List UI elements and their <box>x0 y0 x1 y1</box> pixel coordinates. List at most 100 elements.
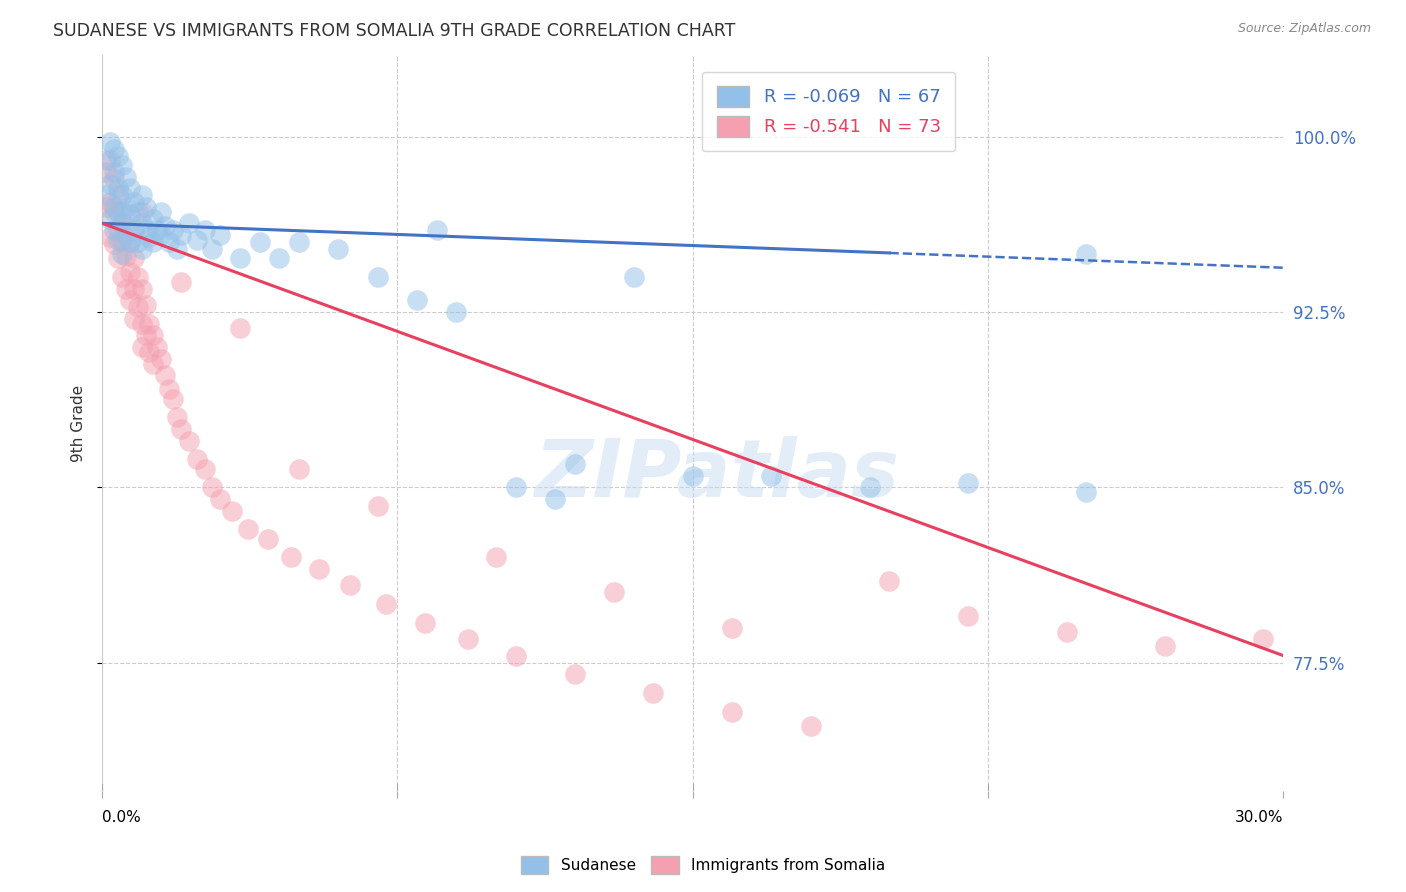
Point <box>367 270 389 285</box>
Point <box>170 275 193 289</box>
Point <box>761 468 783 483</box>
Point <box>103 142 125 156</box>
Point <box>142 328 165 343</box>
Point <box>308 562 330 576</box>
Point <box>118 265 141 279</box>
Point <box>94 153 117 168</box>
Point <box>138 317 160 331</box>
Point <box>111 270 134 285</box>
Point <box>122 195 145 210</box>
Point <box>339 578 361 592</box>
Point <box>256 532 278 546</box>
Point <box>1253 632 1275 647</box>
Point <box>127 235 149 249</box>
Point <box>98 177 121 191</box>
Point <box>114 200 136 214</box>
Point <box>107 233 129 247</box>
Point <box>209 491 232 506</box>
Point <box>111 246 134 260</box>
Point <box>142 357 165 371</box>
Point <box>1076 485 1098 500</box>
Point <box>446 305 468 319</box>
Point <box>186 452 208 467</box>
Point <box>146 223 169 237</box>
Point <box>186 233 208 247</box>
Point <box>150 204 173 219</box>
Point <box>94 200 117 214</box>
Point <box>122 223 145 237</box>
Point <box>209 227 232 242</box>
Legend: Sudanese, Immigrants from Somalia: Sudanese, Immigrants from Somalia <box>515 850 891 880</box>
Point <box>170 422 193 436</box>
Point <box>201 480 224 494</box>
Point <box>118 235 141 249</box>
Point <box>131 188 153 202</box>
Point <box>201 242 224 256</box>
Point <box>131 216 153 230</box>
Point <box>134 200 156 214</box>
Point <box>107 181 129 195</box>
Point <box>103 200 125 214</box>
Point <box>269 252 291 266</box>
Point <box>193 461 215 475</box>
Point <box>111 158 134 172</box>
Point <box>131 340 153 354</box>
Point <box>288 461 311 475</box>
Point <box>131 204 153 219</box>
Point <box>1154 639 1177 653</box>
Point <box>103 165 125 179</box>
Point <box>142 235 165 249</box>
Point <box>859 480 882 494</box>
Point <box>564 667 586 681</box>
Point <box>98 135 121 149</box>
Point <box>426 223 449 237</box>
Point <box>114 169 136 184</box>
Point <box>150 227 173 242</box>
Point <box>114 282 136 296</box>
Text: ZIPatlas: ZIPatlas <box>534 435 898 514</box>
Point <box>153 368 176 383</box>
Point <box>957 475 980 490</box>
Point <box>236 522 259 536</box>
Point <box>131 317 153 331</box>
Point <box>122 282 145 296</box>
Point <box>157 235 180 249</box>
Point <box>162 392 184 406</box>
Point <box>800 718 823 732</box>
Point <box>111 235 134 249</box>
Text: 0.0%: 0.0% <box>103 810 141 825</box>
Legend: R = -0.069   N = 67, R = -0.541   N = 73: R = -0.069 N = 67, R = -0.541 N = 73 <box>702 71 955 151</box>
Point <box>114 219 136 233</box>
Point <box>485 550 508 565</box>
Point <box>127 270 149 285</box>
Point <box>564 457 586 471</box>
Point <box>111 204 134 219</box>
Point <box>193 223 215 237</box>
Point <box>457 632 479 647</box>
Point <box>177 434 200 448</box>
Point <box>603 585 626 599</box>
Point <box>170 227 193 242</box>
Point <box>127 301 149 315</box>
Point <box>138 230 160 244</box>
Point <box>623 270 645 285</box>
Point <box>131 242 153 256</box>
Point <box>229 252 252 266</box>
Point <box>111 188 134 202</box>
Point <box>114 227 136 242</box>
Point <box>288 235 311 249</box>
Point <box>150 351 173 366</box>
Point <box>114 249 136 263</box>
Point <box>682 468 704 483</box>
Point <box>107 148 129 162</box>
Point <box>118 207 141 221</box>
Point <box>721 705 744 719</box>
Point <box>122 312 145 326</box>
Point <box>221 504 243 518</box>
Text: 30.0%: 30.0% <box>1234 810 1284 825</box>
Point <box>103 172 125 186</box>
Point <box>103 223 125 237</box>
Point <box>107 252 129 266</box>
Point <box>166 242 188 256</box>
Point <box>367 499 389 513</box>
